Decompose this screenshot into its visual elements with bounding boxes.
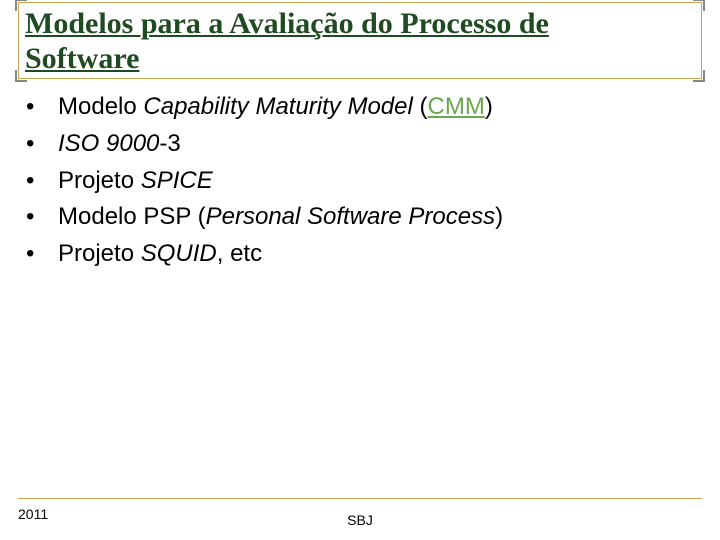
corner-top-right xyxy=(693,0,705,11)
bullet-marker: • xyxy=(18,200,58,235)
bullet-text-3: Projeto SPICE xyxy=(58,164,702,199)
list-item: • Modelo PSP (Personal Software Process) xyxy=(18,200,702,235)
body-text: • Modelo Capability Maturity Model (CMM)… xyxy=(18,90,702,274)
list-item: • Modelo Capability Maturity Model (CMM) xyxy=(18,90,702,125)
footer-divider xyxy=(18,498,702,499)
slide: Modelos para a Avaliação do Processo de … xyxy=(0,0,720,540)
corner-top-left xyxy=(15,0,27,11)
bullet-marker: • xyxy=(18,90,58,125)
title-box: Modelos para a Avaliação do Processo de … xyxy=(18,2,702,79)
bullet-text-4: Modelo PSP (Personal Software Process) xyxy=(58,200,702,235)
cmm-link[interactable]: CMM xyxy=(428,93,485,120)
title-line-1: Modelos para a Avaliação do Processo de xyxy=(25,7,549,40)
footer-author: SBJ xyxy=(0,512,720,528)
title-line-2: Software xyxy=(25,42,139,75)
slide-title: Modelos para a Avaliação do Processo de … xyxy=(25,7,695,76)
bullet-marker: • xyxy=(18,237,58,272)
list-item: • Projeto SQUID, etc xyxy=(18,237,702,272)
bullet-text-2: ISO 9000-3 xyxy=(58,127,702,162)
list-item: • ISO 9000-3 xyxy=(18,127,702,162)
corner-bottom-right xyxy=(693,70,705,82)
bullet-text-1: Modelo Capability Maturity Model (CMM) xyxy=(58,90,702,125)
bullet-marker: • xyxy=(18,127,58,162)
corner-bottom-left xyxy=(15,70,27,82)
list-item: • Projeto SPICE xyxy=(18,164,702,199)
bullet-text-5: Projeto SQUID, etc xyxy=(58,237,702,272)
bullet-marker: • xyxy=(18,164,58,199)
